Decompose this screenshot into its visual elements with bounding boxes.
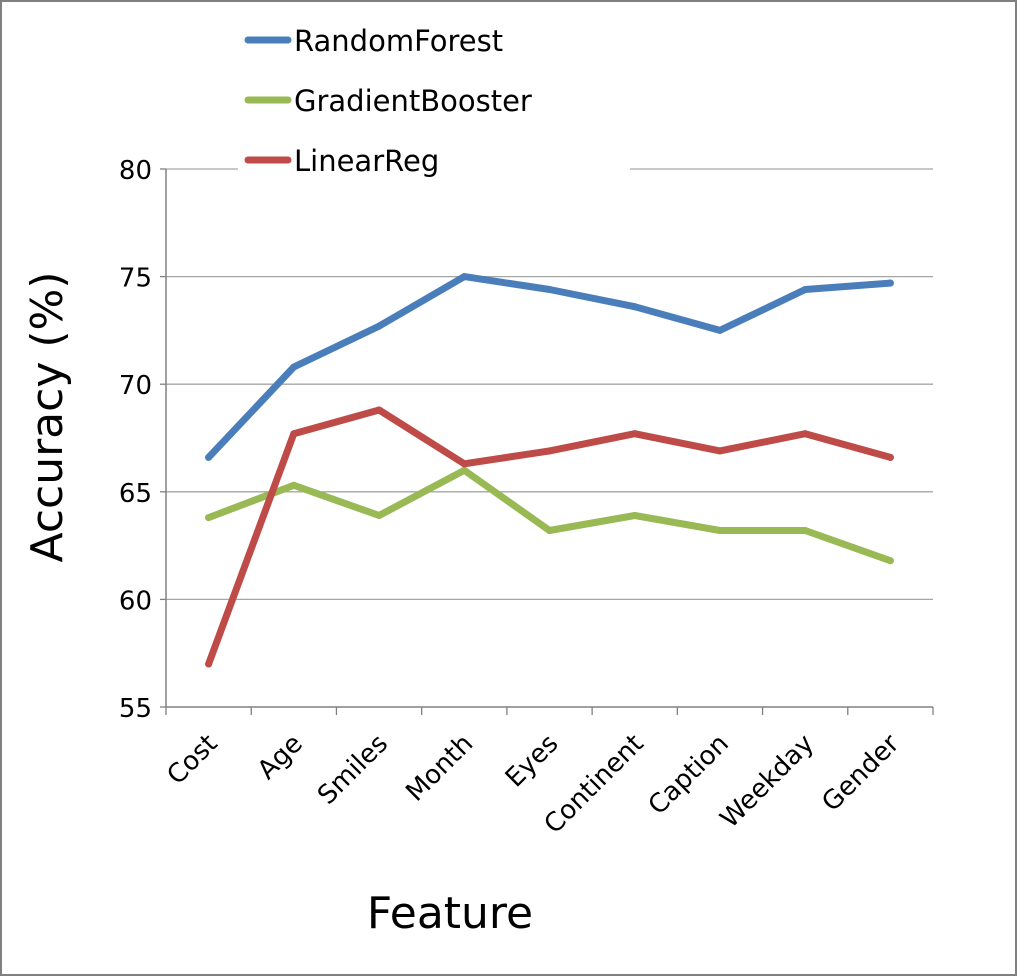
point-linearreg — [716, 447, 724, 455]
y-tick-label: 80 — [119, 156, 152, 186]
y-tick-label: 75 — [119, 264, 152, 294]
point-gradientbooster — [375, 511, 383, 519]
x-axis-title: Feature — [367, 888, 533, 939]
legend-background — [238, 12, 630, 188]
point-randomforest — [801, 286, 809, 294]
y-tick-label: 70 — [119, 371, 152, 401]
point-randomforest — [460, 273, 468, 281]
series-lines — [205, 273, 894, 668]
point-linearreg — [631, 430, 639, 438]
point-linearreg — [886, 453, 894, 461]
point-randomforest — [375, 322, 383, 330]
point-linearreg — [460, 460, 468, 468]
legend-label-linearreg: LinearReg — [294, 144, 439, 178]
legend-label-randomforest: RandomForest — [294, 24, 503, 58]
point-gradientbooster — [546, 527, 553, 535]
point-randomforest — [546, 286, 553, 294]
y-tick-label: 55 — [119, 694, 152, 724]
point-gradientbooster — [205, 514, 213, 522]
point-gradientbooster — [290, 481, 298, 489]
point-randomforest — [886, 279, 894, 287]
point-gradientbooster — [886, 557, 894, 565]
legend-label-gradientbooster: GradientBooster — [294, 84, 532, 118]
y-tick-label: 60 — [119, 586, 152, 616]
point-linearreg — [375, 406, 383, 414]
point-randomforest — [716, 326, 724, 334]
point-gradientbooster — [460, 466, 468, 474]
point-linearreg — [546, 447, 553, 455]
point-gradientbooster — [631, 511, 639, 519]
point-gradientbooster — [801, 527, 809, 535]
point-linearreg — [205, 660, 213, 668]
legend: RandomForest GradientBooster LinearReg — [238, 12, 630, 188]
point-linearreg — [290, 430, 298, 438]
point-randomforest — [631, 303, 639, 311]
point-gradientbooster — [716, 527, 724, 535]
point-linearreg — [801, 430, 809, 438]
y-axis-title: Accuracy (%) — [22, 271, 73, 562]
point-randomforest — [205, 453, 213, 461]
y-tick-label: 65 — [119, 479, 152, 509]
point-randomforest — [290, 363, 298, 371]
